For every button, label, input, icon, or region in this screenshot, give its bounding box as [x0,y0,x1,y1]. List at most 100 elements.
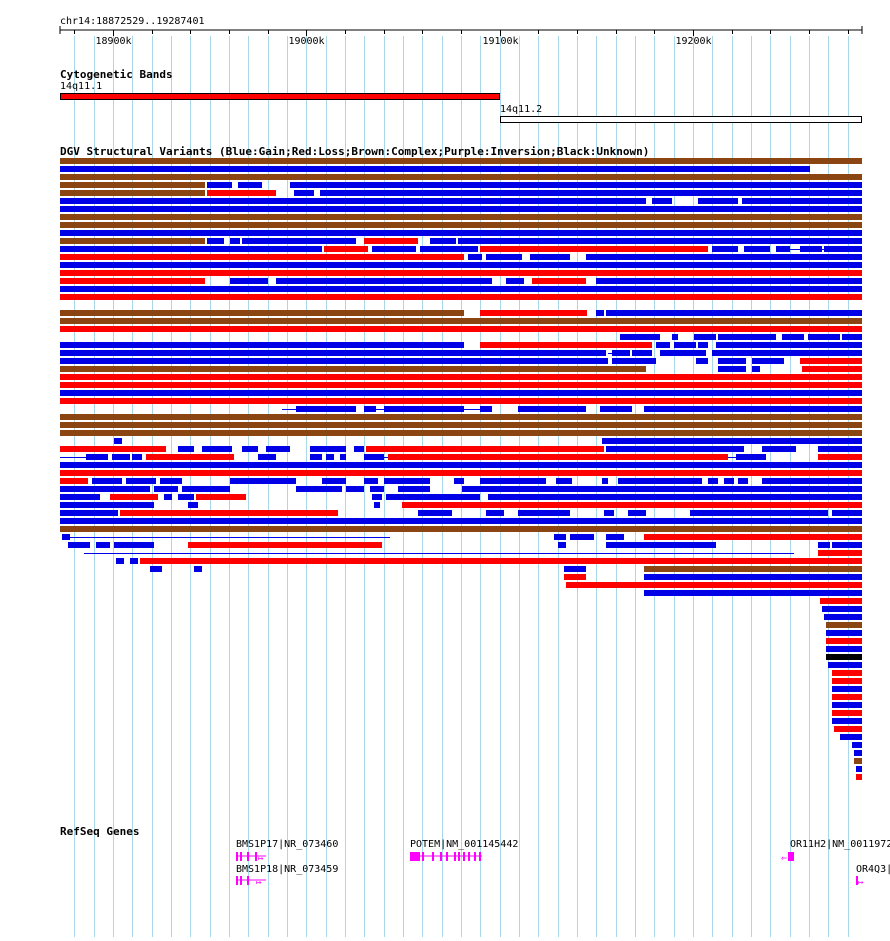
dgv-variant[interactable] [832,718,862,724]
dgv-variant[interactable] [752,366,760,372]
dgv-variant[interactable] [834,726,862,732]
dgv-variant[interactable] [60,462,862,468]
dgv-variant[interactable] [60,238,205,244]
dgv-variant[interactable] [60,270,862,276]
dgv-variant[interactable] [60,262,862,268]
dgv-variant[interactable] [178,446,194,452]
dgv-variant[interactable] [60,278,205,284]
dgv-variant[interactable] [60,318,862,324]
dgv-variant[interactable] [126,478,156,484]
dgv-variant[interactable] [60,526,862,532]
dgv-variant[interactable] [718,334,776,340]
dgv-variant[interactable] [188,502,198,508]
dgv-variant[interactable] [644,590,862,596]
dgv-variant[interactable] [782,334,804,340]
dgv-variant[interactable] [486,254,522,260]
dgv-variant[interactable] [60,294,862,300]
dgv-variant[interactable] [566,582,862,588]
dgv-variant[interactable] [384,406,464,412]
dgv-variant[interactable] [60,198,646,204]
dgv-variant[interactable] [60,510,118,516]
dgv-variant[interactable] [480,406,492,412]
dgv-variant[interactable] [644,566,862,572]
dgv-variant[interactable] [518,406,586,412]
dgv-variant[interactable] [832,686,862,692]
dgv-variant[interactable] [60,518,862,524]
dgv-variant[interactable] [60,470,862,476]
dgv-variant[interactable] [230,278,268,284]
dgv-variant[interactable] [420,246,478,252]
dgv-variant[interactable] [738,478,748,484]
dgv-variant[interactable] [724,478,734,484]
dgv-variant[interactable] [86,454,108,460]
dgv-variant[interactable] [854,758,862,764]
dgv-variant[interactable] [556,478,572,484]
dgv-variant[interactable] [388,454,728,460]
dgv-variant[interactable] [506,278,524,284]
dgv-variant[interactable] [132,454,142,460]
dgv-variant[interactable] [418,510,452,516]
dgv-variant[interactable] [60,350,606,356]
dgv-variant[interactable] [832,702,862,708]
dgv-variant[interactable] [374,502,380,508]
dgv-variant[interactable] [596,278,862,284]
dgv-variant[interactable] [736,454,766,460]
dgv-variant[interactable] [606,310,862,316]
dgv-variant[interactable] [690,510,828,516]
dgv-variant[interactable] [826,654,862,660]
dgv-variant[interactable] [114,438,122,444]
dgv-variant[interactable] [776,246,790,252]
dgv-variant[interactable] [60,206,862,212]
dgv-variant[interactable] [698,342,708,348]
dgv-variant[interactable] [130,558,138,564]
dgv-variant[interactable] [60,246,322,252]
dgv-variant[interactable] [230,238,240,244]
gene-or4q3[interactable]: OR4Q3| ↦ [856,864,890,888]
dgv-variant[interactable] [808,334,840,340]
dgv-variant[interactable] [324,246,368,252]
dgv-variant[interactable] [296,486,342,492]
gene-bms1p18[interactable]: BMS1P18|NR_073459 ↦ [236,864,338,888]
dgv-variant[interactable] [60,342,464,348]
dgv-variant[interactable] [606,542,716,548]
dgv-variant[interactable] [60,374,862,380]
dgv-variant[interactable] [60,382,862,388]
dgv-variant[interactable] [196,494,246,500]
dgv-variant[interactable] [480,310,587,316]
dgv-variant[interactable] [60,398,862,404]
dgv-variant[interactable] [60,486,150,492]
dgv-variant[interactable] [554,534,566,540]
dgv-variant[interactable] [384,478,430,484]
dgv-variant[interactable] [120,510,338,516]
gene-bms1p17[interactable]: BMS1P17|NR_073460 ↦ [236,839,338,864]
dgv-variant[interactable] [60,230,862,236]
dgv-variant[interactable] [818,454,862,460]
dgv-variant[interactable] [832,542,862,548]
dgv-variant[interactable] [818,446,862,452]
dgv-variant[interactable] [712,246,738,252]
dgv-variant[interactable] [488,494,862,500]
dgv-variant[interactable] [398,486,430,492]
dgv-variant[interactable] [480,342,652,348]
dgv-variant[interactable] [154,486,178,492]
dgv-variant[interactable] [238,182,262,188]
dgv-variant[interactable] [96,542,110,548]
dgv-variant[interactable] [364,478,378,484]
dgv-variant[interactable] [570,534,594,540]
dgv-variant[interactable] [68,542,90,548]
dgv-variant[interactable] [296,406,356,412]
dgv-variant[interactable] [696,358,708,364]
dgv-variant[interactable] [60,494,100,500]
dgv-variant[interactable] [674,342,696,348]
dgv-variant[interactable] [60,430,862,436]
dgv-variant[interactable] [824,614,862,620]
dgv-variant[interactable] [694,334,716,340]
dgv-variant[interactable] [620,334,660,340]
dgv-variant[interactable] [826,646,862,652]
dgv-variant[interactable] [112,454,130,460]
dgv-variant[interactable] [60,366,646,372]
dgv-variant[interactable] [660,350,706,356]
dgv-variant[interactable] [266,446,290,452]
dgv-variant[interactable] [146,454,234,460]
dgv-variant[interactable] [364,406,376,412]
